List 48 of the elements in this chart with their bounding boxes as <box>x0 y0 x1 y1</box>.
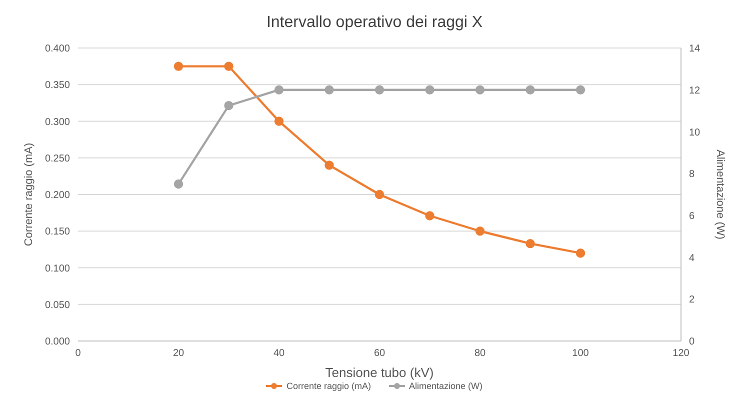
y2-tick-label: 2 <box>689 294 695 306</box>
point <box>174 179 184 189</box>
legend-label: Corrente raggio (mA) <box>285 381 371 391</box>
y2-tick-label: 8 <box>689 169 695 180</box>
y-tick-label: 0.400 <box>44 44 70 55</box>
x-tick-label: 100 <box>572 348 590 360</box>
point <box>526 85 535 94</box>
x-tick-label: 80 <box>474 348 486 360</box>
y-tick-label: 0.250 <box>44 153 70 164</box>
y-axis-title: Corrente raggio (mA) <box>22 142 35 246</box>
point <box>174 62 184 71</box>
point <box>374 85 384 94</box>
y2-axis-title: Alimentazione (W) <box>714 150 726 240</box>
point <box>425 85 434 94</box>
point <box>224 62 234 71</box>
x-tick-label: 120 <box>672 348 690 360</box>
point <box>324 85 334 94</box>
y2-tick-label: 0 <box>689 336 695 348</box>
point <box>576 248 586 258</box>
x-tick-label: 60 <box>374 348 386 360</box>
x-tick-label: 40 <box>273 348 285 360</box>
chart-title: Intervallo operativo dei raggi X <box>265 13 484 33</box>
point <box>324 160 334 170</box>
y-tick-label: 0.050 <box>44 300 70 311</box>
y2-tick-label: 14 <box>689 44 701 55</box>
legend-label: Alimentazione (W) <box>408 381 483 391</box>
x-axis-title: Tensione tubo (kV) <box>325 365 434 380</box>
point <box>576 85 586 94</box>
point <box>475 226 485 236</box>
y2-tick-label: 10 <box>689 127 701 138</box>
point <box>475 85 485 94</box>
y-tick-label: 0.350 <box>44 80 70 92</box>
x-tick-label: 20 <box>172 348 184 360</box>
y2-tick-label: 6 <box>689 210 695 222</box>
point <box>526 238 535 248</box>
y-tick-label: 0.100 <box>44 263 70 274</box>
point <box>224 100 234 110</box>
y2-tick-label: 4 <box>689 252 695 264</box>
y2-tick-label: 12 <box>689 85 701 96</box>
point <box>274 116 284 126</box>
point <box>274 85 284 94</box>
x-tick-label: 0 <box>75 348 82 360</box>
y-tick-label: 0.300 <box>44 116 70 128</box>
point <box>374 190 384 200</box>
y-tick-label: 0.150 <box>44 226 70 238</box>
point <box>425 211 434 220</box>
y-tick-label: 0.000 <box>44 336 70 348</box>
y-tick-label: 0.200 <box>44 190 70 202</box>
